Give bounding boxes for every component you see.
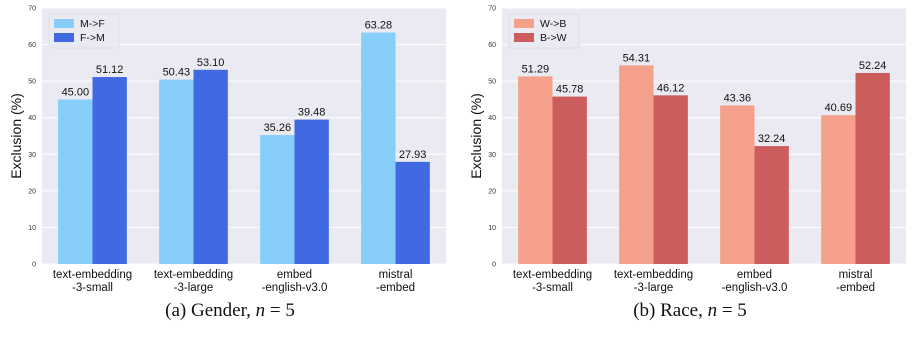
chart-panel-race: 0 10 20 30 40 50 60 70 Exclusion (%) 51.29 45.78 te… [460,0,920,342]
y-axis-label: Exclusion (%) [8,93,24,179]
y-axis-label: Exclusion (%) [468,93,484,179]
y-tick-label: 0 [32,262,36,269]
bar-data-label: 40.69 [825,102,853,114]
bar [754,146,789,264]
caption-gender: (a) Gender, n = 5 [0,300,460,322]
bar-data-label: 27.93 [399,149,427,161]
bar [720,105,755,264]
x-tick-label-line: -english-v3.0 [722,282,788,294]
y-tick-label: 60 [488,42,496,49]
x-tick-label-line: -embed [836,282,875,294]
legend-swatch [514,19,534,28]
y-tick-label: 20 [488,188,496,195]
bar-data-label: 32.24 [758,133,786,145]
y-tick-label: 0 [492,262,496,269]
bar-data-label: 45.78 [556,84,584,96]
caption-label: (a) Gender, [165,300,251,321]
caption-equation: = 5 [265,300,295,321]
caption-variable: n [255,300,266,321]
x-tick-label: embed -english-v3.0 [722,269,788,294]
bar-data-label: 51.29 [522,63,550,75]
y-tick-label: 40 [28,115,36,122]
x-tick-label-line: mistral [379,269,413,281]
x-tick-label-line: -3-small [72,282,113,294]
x-tick-label: text-embedding -3-small [513,269,592,294]
x-tick-label-line: -3-small [532,282,573,294]
bar-data-label: 39.48 [298,107,326,119]
bar [395,161,430,264]
bar [58,99,93,264]
bar [855,72,890,264]
legend-label: M->F [80,18,105,30]
bar-data-label: 45.00 [62,86,90,98]
bar-data-label: 53.10 [197,57,225,69]
legend-swatch [514,33,534,42]
x-tick-label: embed -english-v3.0 [262,269,328,294]
race-bar-chart: 0 10 20 30 40 50 60 70 Exclusion (%) 51.29 45.78 te… [468,6,906,294]
x-tick-label-line: -3-large [174,282,214,294]
y-tick-label: 30 [488,152,496,159]
x-tick-label-line: text-embedding [513,269,592,281]
bar [159,79,194,264]
caption-label: (b) Race, [633,300,703,321]
x-tick-label-line: -english-v3.0 [262,282,328,294]
y-tick-label: 50 [488,79,496,86]
y-tick-label: 10 [488,225,496,232]
bar [518,76,553,264]
y-tick-label: 30 [28,152,36,159]
y-tick-label: 10 [28,225,36,232]
bar [552,96,587,265]
x-tick-label-line: embed [277,269,312,281]
bar-data-label: 63.28 [365,20,393,32]
x-tick-label: mistral -embed [376,269,415,294]
chart-panel-gender: 0 10 20 30 40 50 60 70 Exclusion (%) 45.00 51.12 te… [0,6,460,322]
y-tick-label: 70 [488,6,496,13]
bar-data-label: 35.26 [264,122,292,134]
x-tick-label: text-embedding -3-small [53,269,132,294]
bar-data-label: 43.36 [724,92,752,104]
bar-data-label: 54.31 [623,52,651,64]
bar [260,135,295,264]
y-tick-label: 70 [28,6,36,13]
bar [619,65,654,264]
bar-data-label: 50.43 [163,67,191,79]
x-tick-label-line: text-embedding [154,269,233,281]
x-tick-label-line: mistral [839,269,873,281]
legend-label: W->B [540,18,566,30]
bar [294,119,329,264]
x-tick-label: text-embedding -3-large [614,269,693,294]
x-tick-label-line: -3-large [634,282,674,294]
x-tick-label: text-embedding -3-large [154,269,233,294]
legend-label: F->M [80,32,105,44]
bar [821,115,856,264]
legend-swatch [54,33,74,42]
caption-race: (b) Race, n = 5 [460,300,920,322]
caption-variable: n [707,300,718,321]
caption-equation: = 5 [717,300,747,321]
bar-data-label: 46.12 [657,82,685,94]
bar [193,69,228,264]
x-tick-label-line: embed [737,269,772,281]
bar-data-label: 52.24 [859,60,887,72]
x-tick-label-line: -embed [376,282,415,294]
x-tick-label: mistral -embed [836,269,875,294]
y-tick-label: 50 [28,79,36,86]
legend-swatch [54,19,74,28]
x-tick-label-line: text-embedding [614,269,693,281]
gender-bar-chart: 0 10 20 30 40 50 60 70 Exclusion (%) 45.00 51.12 te… [8,6,446,294]
x-tick-label-line: text-embedding [53,269,132,281]
bar-data-label: 51.12 [96,64,124,76]
legend-label: B->W [540,32,567,44]
y-tick-label: 20 [28,188,36,195]
y-tick-label: 60 [28,42,36,49]
bar [361,32,396,264]
y-tick-label: 40 [488,115,496,122]
bar [92,77,127,264]
bar [653,95,688,264]
